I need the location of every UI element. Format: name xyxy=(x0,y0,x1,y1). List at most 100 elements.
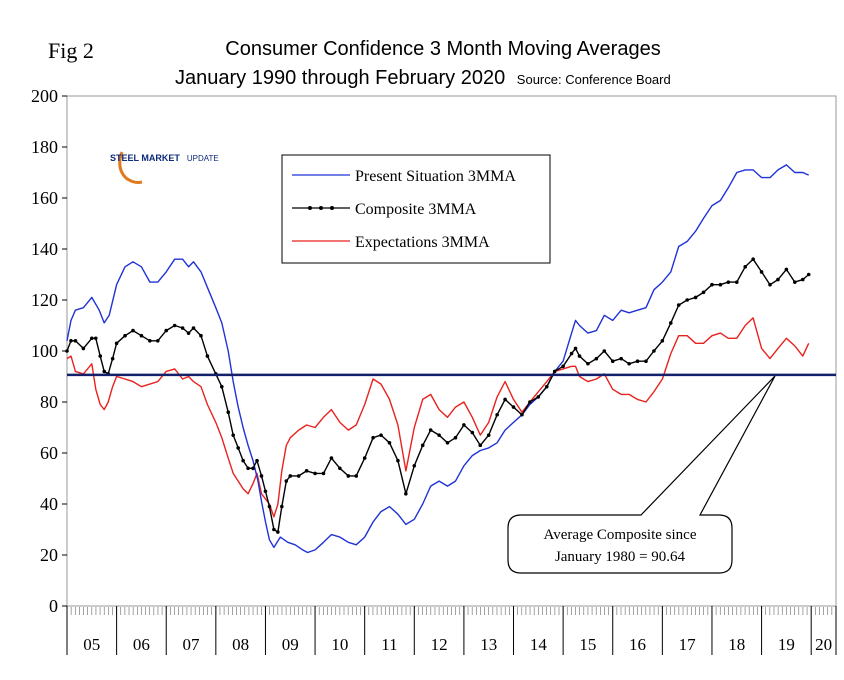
logo-brand-strong: STEEL MARKET xyxy=(110,153,180,163)
data-point-composite xyxy=(180,326,185,330)
data-point-composite xyxy=(701,290,706,295)
data-point-composite xyxy=(627,361,631,366)
y-tick-label: 80 xyxy=(40,392,58,412)
chart-subtitle-period: January 1990 through February 2020 xyxy=(175,67,505,89)
data-point-composite xyxy=(272,527,276,532)
data-point-composite xyxy=(81,346,86,351)
data-point-composite xyxy=(404,492,408,496)
chart-title: Consumer Confidence 3 Month Moving Avera… xyxy=(225,38,660,60)
data-point-composite xyxy=(186,331,191,335)
series-line-present xyxy=(66,164,809,554)
data-point-composite xyxy=(586,361,590,366)
data-point-composite xyxy=(346,474,351,478)
data-point-composite xyxy=(396,458,400,463)
data-point-composite xyxy=(470,430,475,435)
data-point-composite xyxy=(610,359,615,364)
data-point-composite xyxy=(544,384,549,389)
data-point-composite xyxy=(276,530,280,534)
data-point-composite xyxy=(354,474,359,478)
data-point-composite xyxy=(478,443,483,448)
data-point-composite xyxy=(246,466,250,471)
legend-marker-composite-3 xyxy=(330,206,334,210)
y-tick-label: 40 xyxy=(40,494,58,514)
x-year-label: 06 xyxy=(133,635,150,654)
data-point-composite xyxy=(284,479,289,483)
y-tick-label: 0 xyxy=(49,596,58,616)
data-point-composite xyxy=(437,433,441,437)
y-tick-label: 60 xyxy=(40,443,58,463)
logo-wordmark: STEEL MARKET UPDATE xyxy=(110,148,219,165)
data-point-composite xyxy=(420,443,425,448)
data-point-composite xyxy=(259,474,264,478)
callout-line-1: Average Composite since xyxy=(543,527,696,543)
data-point-composite xyxy=(90,336,94,341)
x-year-label: 17 xyxy=(679,635,697,654)
data-point-composite xyxy=(379,433,383,437)
data-point-composite xyxy=(93,336,98,341)
x-year-label: 10 xyxy=(331,635,348,654)
y-tick-label: 200 xyxy=(31,86,58,106)
data-point-composite xyxy=(338,466,342,471)
data-point-composite xyxy=(267,504,272,509)
legend-label-present: Present Situation 3MMA xyxy=(355,168,516,185)
data-point-composite xyxy=(263,489,268,494)
data-point-composite xyxy=(241,458,245,463)
data-point-composite xyxy=(561,364,565,369)
data-point-composite xyxy=(304,469,309,473)
legend-item-present: Present Situation 3MMA xyxy=(292,168,516,185)
data-point-composite xyxy=(139,333,144,338)
data-point-composite xyxy=(219,384,224,389)
data-point-composite xyxy=(428,428,433,432)
data-point-composite xyxy=(528,400,532,404)
x-axis-minor-ticks xyxy=(66,607,837,615)
x-year-label: 20 xyxy=(815,635,832,654)
data-point-composite xyxy=(205,354,210,358)
data-point-composite xyxy=(131,328,135,333)
x-year-label: 11 xyxy=(381,635,397,654)
data-point-composite xyxy=(362,456,367,460)
data-point-composite xyxy=(226,410,231,415)
legend-marker-composite-2 xyxy=(319,206,323,210)
series-layer xyxy=(65,164,811,554)
legend: Present Situation 3MMA Composite 3MMA Ex… xyxy=(281,154,551,264)
data-point-composite xyxy=(69,339,73,343)
legend-label-composite: Composite 3MMA xyxy=(355,201,477,218)
data-point-composite xyxy=(573,346,578,351)
data-point-composite xyxy=(751,257,755,262)
data-point-composite xyxy=(718,282,723,287)
data-point-composite xyxy=(676,303,681,307)
legend-item-expectations: Expectations 3MMA xyxy=(292,234,490,251)
data-point-composite xyxy=(321,471,326,476)
data-point-composite xyxy=(98,354,103,358)
source-note: Source: Conference Board xyxy=(517,72,671,87)
data-point-composite xyxy=(520,412,524,417)
data-point-composite xyxy=(619,356,623,361)
data-point-composite xyxy=(371,435,375,440)
y-tick-label: 120 xyxy=(31,290,58,310)
data-point-composite xyxy=(743,265,748,269)
x-year-label: 12 xyxy=(431,635,448,654)
data-point-composite xyxy=(114,341,119,346)
legend-item-composite: Composite 3MMA xyxy=(292,201,477,218)
data-point-composite xyxy=(503,397,507,402)
data-point-composite xyxy=(495,412,499,417)
data-point-composite xyxy=(445,441,450,445)
data-point-composite xyxy=(793,280,797,284)
data-point-composite xyxy=(288,474,293,478)
data-point-composite xyxy=(569,351,574,356)
data-point-composite xyxy=(102,369,107,374)
data-point-composite xyxy=(387,441,392,445)
data-point-composite xyxy=(462,423,466,427)
data-point-composite xyxy=(236,446,240,450)
callout-line-2: January 1980 = 90.64 xyxy=(555,549,686,565)
data-point-composite xyxy=(726,280,731,284)
data-point-composite xyxy=(486,433,491,437)
logo-brand-light: UPDATE xyxy=(187,154,219,163)
data-point-composite xyxy=(710,282,714,287)
y-axis: 0 20 40 60 80 100 120 140 160 180 200 xyxy=(31,86,67,616)
data-point-composite xyxy=(536,395,541,399)
data-point-composite xyxy=(73,339,78,343)
y-tick-label: 160 xyxy=(31,188,58,208)
data-point-composite xyxy=(123,333,127,338)
y-tick-label: 100 xyxy=(31,341,58,361)
